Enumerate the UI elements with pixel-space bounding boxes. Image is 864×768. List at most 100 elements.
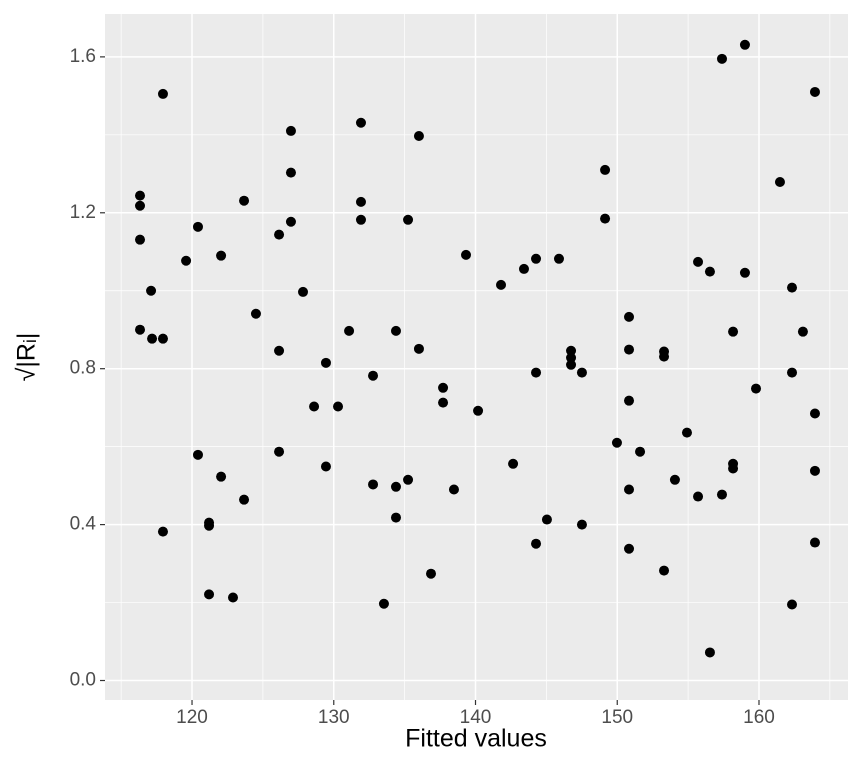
- point: [531, 538, 542, 549]
- y-tick-label: 0.8: [70, 358, 96, 379]
- point: [624, 311, 635, 322]
- point: [704, 266, 715, 277]
- point: [274, 229, 285, 240]
- point: [600, 164, 611, 175]
- y-tick-label: 0.0: [70, 670, 96, 691]
- point: [739, 39, 750, 50]
- point: [508, 458, 519, 469]
- point: [333, 401, 344, 412]
- point: [716, 489, 727, 500]
- point: [541, 514, 552, 525]
- x-tick-label: 160: [743, 707, 775, 728]
- point: [368, 370, 379, 381]
- point: [704, 647, 715, 658]
- point: [496, 279, 507, 290]
- x-tick-label: 140: [460, 707, 492, 728]
- point: [751, 383, 762, 394]
- point: [809, 86, 820, 97]
- point: [344, 325, 355, 336]
- point: [635, 446, 646, 457]
- point: [413, 130, 424, 141]
- point: [390, 512, 401, 523]
- point: [461, 249, 472, 260]
- point: [624, 484, 635, 495]
- point: [309, 401, 320, 412]
- point: [659, 565, 670, 576]
- x-tick-label: 150: [601, 707, 633, 728]
- point: [204, 520, 215, 531]
- point: [403, 214, 414, 225]
- point: [693, 256, 704, 267]
- point: [728, 326, 739, 337]
- point: [659, 351, 670, 362]
- x-tick-label: 130: [318, 707, 350, 728]
- point: [809, 408, 820, 419]
- point: [355, 196, 366, 207]
- point: [611, 437, 622, 448]
- point: [298, 286, 309, 297]
- point: [624, 543, 635, 554]
- point: [274, 345, 285, 356]
- point: [378, 598, 389, 609]
- panel: [105, 14, 848, 700]
- point: [181, 255, 192, 266]
- point: [797, 326, 808, 337]
- point: [157, 333, 168, 344]
- point: [739, 267, 750, 278]
- y-tick-label: 0.4: [70, 514, 97, 535]
- point: [448, 484, 459, 495]
- point: [473, 405, 484, 416]
- point: [693, 491, 704, 502]
- point: [368, 479, 379, 490]
- point: [531, 367, 542, 378]
- point: [624, 344, 635, 355]
- point: [566, 359, 577, 370]
- point: [787, 367, 798, 378]
- point: [728, 463, 739, 474]
- point: [320, 461, 331, 472]
- point: [216, 471, 227, 482]
- point: [681, 427, 692, 438]
- y-tick-label: 1.2: [70, 202, 96, 223]
- point: [239, 494, 250, 505]
- point: [192, 221, 203, 232]
- x-axis-title: Fitted values: [405, 725, 547, 753]
- point: [274, 446, 285, 457]
- point: [147, 333, 158, 344]
- point: [774, 176, 785, 187]
- point: [787, 599, 798, 610]
- point: [566, 352, 577, 363]
- point: [576, 519, 587, 530]
- point: [809, 465, 820, 476]
- point: [390, 481, 401, 492]
- point: [809, 537, 820, 548]
- point: [285, 216, 296, 227]
- points: [135, 39, 820, 658]
- point: [426, 568, 437, 579]
- point: [157, 88, 168, 99]
- point: [600, 213, 611, 224]
- point: [355, 117, 366, 128]
- point: [403, 474, 414, 485]
- point: [518, 263, 529, 274]
- point: [192, 449, 203, 460]
- point: [624, 395, 635, 406]
- point: [438, 382, 449, 393]
- point: [285, 125, 296, 136]
- point: [227, 592, 238, 603]
- point: [285, 167, 296, 178]
- point: [204, 589, 215, 600]
- point: [438, 397, 449, 408]
- axes: 0.0 0.4 0.8 1.2 1.6 120 130 140 150 160: [70, 46, 775, 728]
- point: [716, 53, 727, 64]
- point: [576, 367, 587, 378]
- point: [320, 357, 331, 368]
- point: [531, 253, 542, 264]
- point: [146, 285, 157, 296]
- y-axis-title: √|Rᵢ|: [13, 333, 41, 382]
- point: [216, 250, 227, 261]
- x-tick-label: 120: [176, 707, 208, 728]
- point: [669, 474, 680, 485]
- point: [250, 308, 261, 319]
